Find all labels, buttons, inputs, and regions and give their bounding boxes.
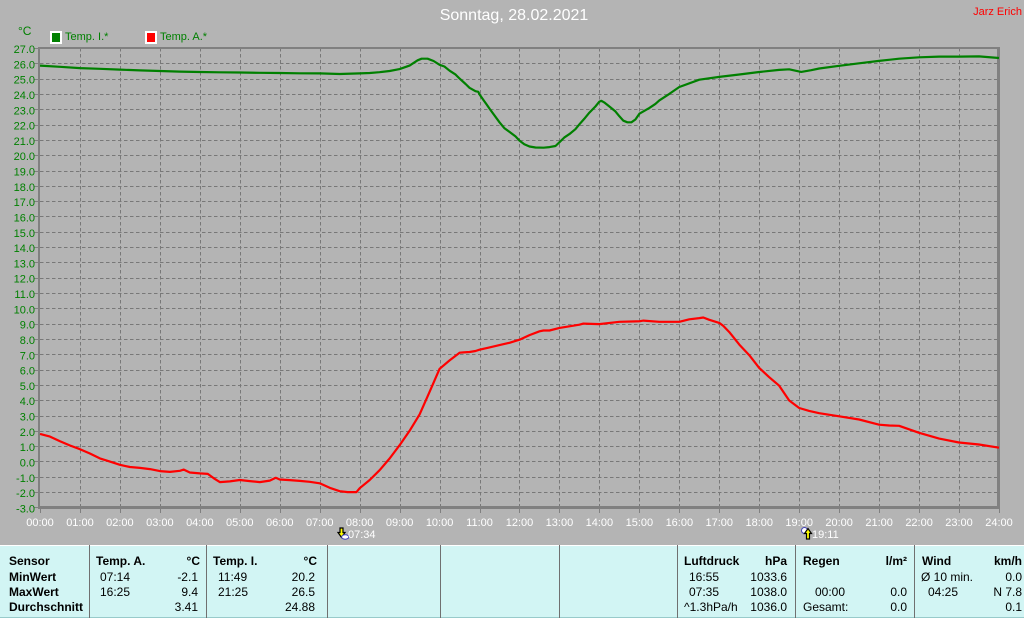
svg-text:22.0: 22.0 (14, 121, 35, 133)
svg-text:24.0: 24.0 (14, 90, 35, 102)
svg-text:03:00: 03:00 (146, 517, 174, 529)
svg-text:23.0: 23.0 (14, 105, 35, 117)
svg-text:08:00: 08:00 (346, 517, 374, 529)
svg-text:0.0: 0.0 (20, 457, 35, 469)
svg-text:07:00: 07:00 (306, 517, 334, 529)
svg-text:10:00: 10:00 (426, 517, 454, 529)
svg-text:24:00: 24:00 (985, 517, 1013, 529)
svg-text:20:00: 20:00 (825, 517, 853, 529)
svg-text:01:00: 01:00 (66, 517, 94, 529)
svg-text:07:34: 07:34 (348, 529, 376, 541)
svg-text:00:00: 00:00 (26, 517, 54, 529)
svg-text:21:00: 21:00 (865, 517, 893, 529)
svg-text:17.0: 17.0 (14, 197, 35, 209)
svg-text:15:00: 15:00 (626, 517, 654, 529)
svg-text:16:00: 16:00 (666, 517, 694, 529)
svg-text:13.0: 13.0 (14, 258, 35, 270)
svg-text:2.0: 2.0 (20, 427, 35, 439)
svg-text:21.0: 21.0 (14, 136, 35, 148)
svg-text:26.0: 26.0 (14, 59, 35, 71)
svg-text:27.0: 27.0 (14, 44, 35, 56)
svg-text:8.0: 8.0 (20, 335, 35, 347)
svg-text:14.0: 14.0 (14, 243, 35, 255)
svg-text:5.0: 5.0 (20, 381, 35, 393)
svg-text:6.0: 6.0 (20, 366, 35, 378)
svg-text:09:00: 09:00 (386, 517, 414, 529)
svg-text:12:00: 12:00 (506, 517, 534, 529)
svg-text:19.0: 19.0 (14, 167, 35, 179)
svg-text:4.0: 4.0 (20, 396, 35, 408)
svg-text:1.0: 1.0 (20, 442, 35, 454)
svg-text:15.0: 15.0 (14, 228, 35, 240)
svg-text:10.0: 10.0 (14, 304, 35, 316)
svg-text:22:00: 22:00 (905, 517, 933, 529)
svg-text:3.0: 3.0 (20, 412, 35, 424)
svg-text:20.0: 20.0 (14, 151, 35, 163)
svg-text:06:00: 06:00 (266, 517, 294, 529)
svg-text:-2.0: -2.0 (16, 488, 35, 500)
svg-text:19:00: 19:00 (785, 517, 813, 529)
svg-text:11:00: 11:00 (466, 517, 493, 529)
svg-text:23:00: 23:00 (945, 517, 973, 529)
svg-text:14:00: 14:00 (586, 517, 614, 529)
svg-text:18:00: 18:00 (745, 517, 773, 529)
svg-text:-1.0: -1.0 (16, 473, 35, 485)
svg-text:7.0: 7.0 (20, 350, 35, 362)
svg-text:02:00: 02:00 (106, 517, 134, 529)
svg-text:17:00: 17:00 (706, 517, 734, 529)
svg-text:25.0: 25.0 (14, 75, 35, 87)
svg-text:19:11: 19:11 (812, 529, 839, 541)
svg-text:05:00: 05:00 (226, 517, 254, 529)
svg-text:16.0: 16.0 (14, 212, 35, 224)
svg-text:04:00: 04:00 (186, 517, 214, 529)
svg-text:13:00: 13:00 (546, 517, 574, 529)
svg-text:11.0: 11.0 (14, 289, 35, 301)
svg-text:9.0: 9.0 (20, 320, 35, 332)
svg-text:12.0: 12.0 (14, 274, 35, 286)
svg-text:18.0: 18.0 (14, 182, 35, 194)
svg-text:-3.0: -3.0 (16, 503, 35, 515)
